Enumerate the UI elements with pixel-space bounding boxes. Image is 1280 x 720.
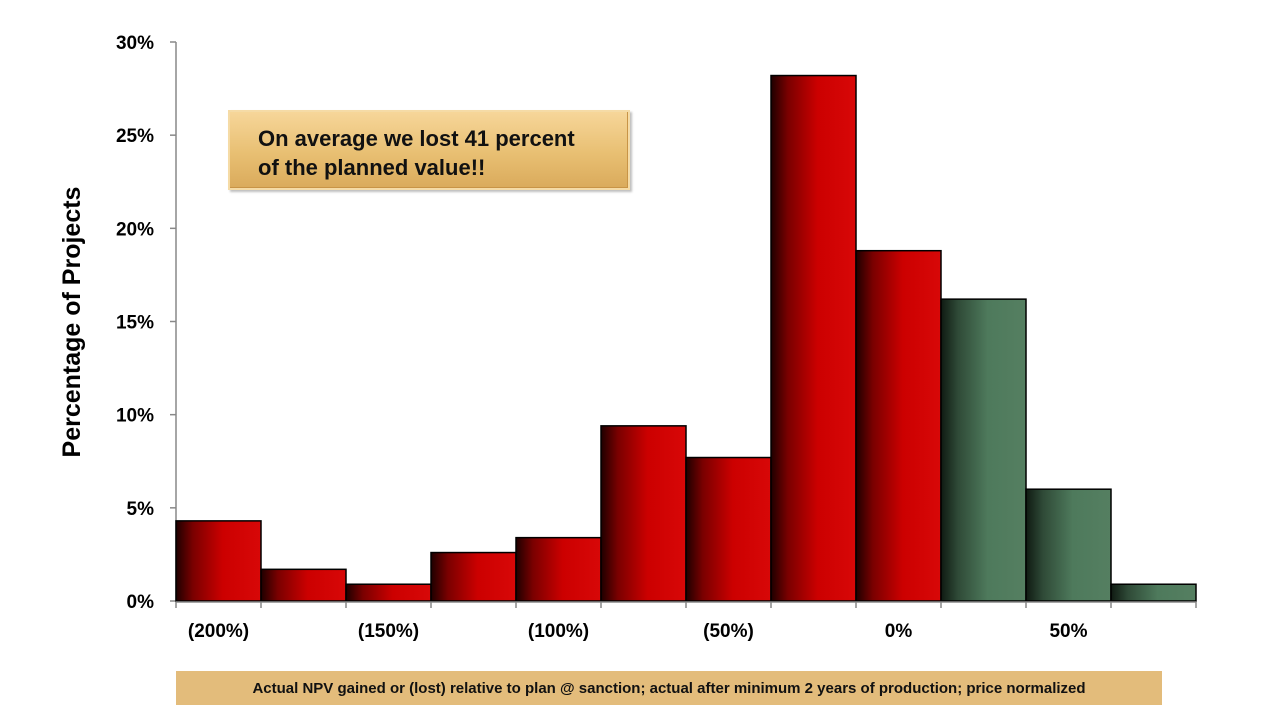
histogram-bar-loss xyxy=(515,536,602,602)
histogram-bar-loss xyxy=(260,568,347,602)
y-tick-label: 30% xyxy=(116,33,154,54)
histogram-bar-gain xyxy=(1110,583,1197,602)
x-tick-label: 0% xyxy=(885,621,913,642)
histogram-bar-loss xyxy=(175,520,262,602)
average-loss-callout: On average we lost 41 percent of the pla… xyxy=(228,110,630,190)
x-tick-label: (200%) xyxy=(188,621,249,642)
y-tick-label: 0% xyxy=(127,592,155,613)
x-tick-label: (150%) xyxy=(358,621,419,642)
histogram-bar-loss xyxy=(685,456,772,602)
y-tick-label: 5% xyxy=(127,499,155,520)
histogram-bar-loss xyxy=(770,74,857,602)
x-axis: (200%) (150%) (100%) (50%) 0% 50% xyxy=(175,601,1197,642)
x-tick-label: (50%) xyxy=(703,621,754,642)
y-axis: 0% 5% 10% 15% 20% 25% 30% xyxy=(116,33,177,613)
bars xyxy=(175,74,1197,602)
callout-line-1: On average we lost 41 percent xyxy=(258,126,575,151)
histogram-bar-gain xyxy=(1025,488,1112,602)
x-axis-caption: Actual NPV gained or (lost) relative to … xyxy=(176,671,1162,705)
y-tick-label: 15% xyxy=(116,313,154,334)
y-tick-label: 20% xyxy=(116,219,154,240)
x-tick-label: 50% xyxy=(1049,621,1087,642)
y-tick-label: 10% xyxy=(116,406,154,427)
histogram-bar-gain xyxy=(940,298,1027,602)
histogram-bar-loss xyxy=(855,249,942,602)
histogram-bar-loss xyxy=(345,583,432,602)
histogram-bar-loss xyxy=(600,425,687,602)
y-axis-label: Percentage of Projects xyxy=(58,187,86,458)
callout-line-2: of the planned value!! xyxy=(258,155,486,180)
histogram-bar-loss xyxy=(430,551,517,602)
y-tick-label: 25% xyxy=(116,126,154,147)
x-tick-label: (100%) xyxy=(528,621,589,642)
